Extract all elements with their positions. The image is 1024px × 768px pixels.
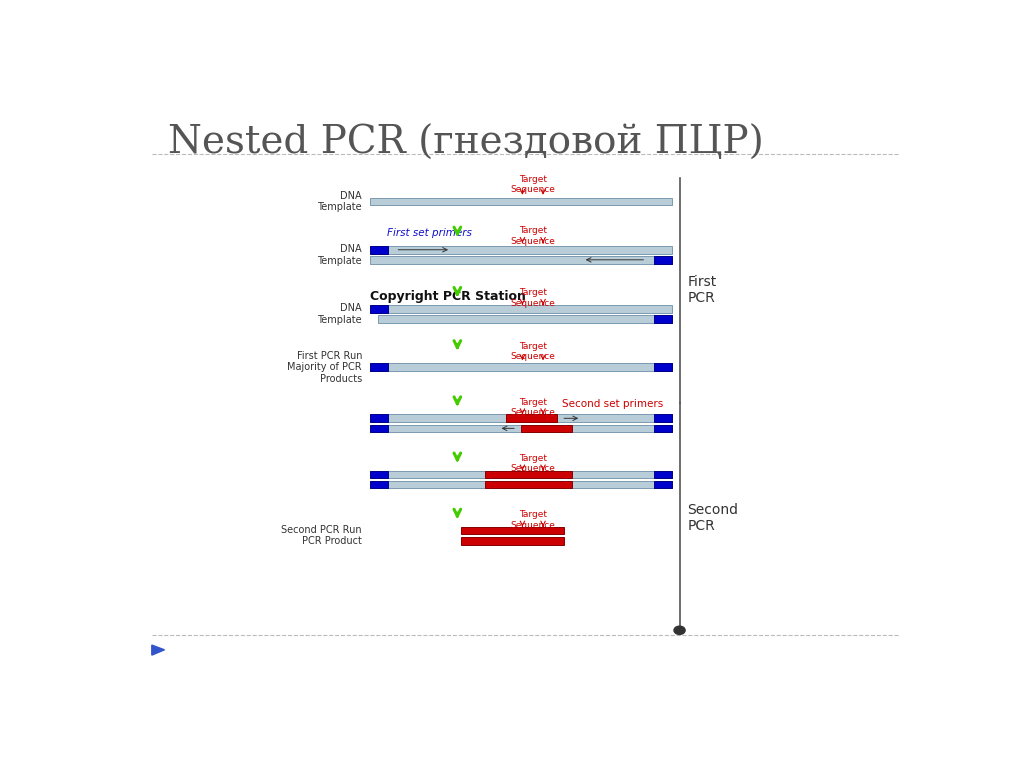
Bar: [370, 415, 672, 422]
Text: Target
Sequence: Target Sequence: [510, 289, 555, 308]
Bar: [370, 197, 672, 205]
Bar: [654, 425, 672, 432]
Bar: [370, 363, 387, 371]
Text: Second
PCR: Second PCR: [687, 503, 738, 533]
Polygon shape: [152, 645, 165, 655]
Bar: [461, 527, 563, 535]
Text: DNA
Template: DNA Template: [317, 190, 362, 213]
Bar: [654, 481, 672, 488]
Bar: [484, 481, 572, 488]
Bar: [484, 471, 572, 478]
Bar: [370, 425, 672, 432]
Bar: [370, 415, 387, 422]
Circle shape: [674, 626, 685, 634]
Bar: [654, 256, 672, 263]
Bar: [461, 537, 563, 545]
Text: Target
Sequence: Target Sequence: [510, 510, 555, 530]
Bar: [654, 471, 672, 478]
Text: First PCR Run
Majority of PCR
Products: First PCR Run Majority of PCR Products: [288, 350, 362, 384]
Bar: [654, 363, 672, 371]
Text: Copyright PCR Station: Copyright PCR Station: [370, 290, 526, 303]
Text: DNA
Template: DNA Template: [317, 303, 362, 325]
Bar: [654, 315, 672, 323]
Bar: [370, 305, 387, 313]
Bar: [506, 415, 557, 422]
Bar: [370, 305, 672, 313]
Bar: [370, 471, 672, 478]
Bar: [370, 425, 387, 432]
Bar: [370, 481, 672, 488]
Text: Target
Sequence: Target Sequence: [510, 227, 555, 246]
Bar: [370, 246, 672, 253]
Text: DNA
Template: DNA Template: [317, 244, 362, 266]
Bar: [370, 246, 387, 253]
Bar: [370, 471, 387, 478]
Text: Nested PCR (гнездовой ПЦР): Nested PCR (гнездовой ПЦР): [168, 124, 764, 162]
Bar: [521, 425, 572, 432]
Text: Second PCR Run
PCR Product: Second PCR Run PCR Product: [282, 525, 362, 547]
Bar: [370, 363, 672, 371]
Text: Target
Sequence: Target Sequence: [510, 398, 555, 417]
Text: First
PCR: First PCR: [687, 275, 717, 306]
Bar: [654, 415, 672, 422]
Text: Second set primers: Second set primers: [562, 399, 664, 409]
Bar: [370, 481, 387, 488]
Text: First set primers: First set primers: [387, 228, 472, 238]
Bar: [370, 256, 672, 263]
Bar: [378, 315, 672, 323]
Text: Target
Sequence: Target Sequence: [510, 175, 555, 194]
Text: Target
Sequence: Target Sequence: [510, 454, 555, 474]
Text: Target
Sequence: Target Sequence: [510, 342, 555, 361]
